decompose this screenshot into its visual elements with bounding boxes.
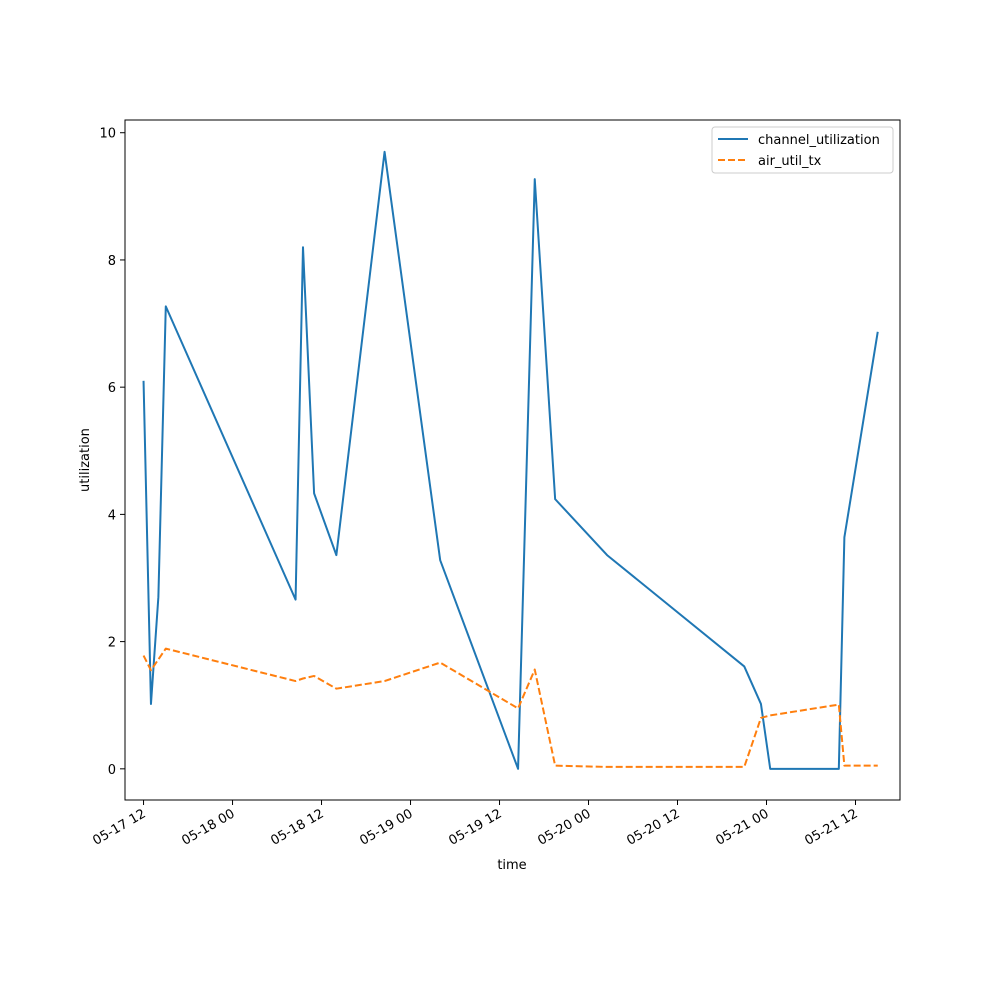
x-tick-label: 05-20 00	[535, 806, 593, 848]
legend-box	[711, 126, 894, 174]
series-line-air-util-tx	[142, 647, 878, 768]
x-tick-label: 05-17 12	[90, 806, 148, 848]
series-line-channel-utilization	[142, 150, 879, 770]
plot-frame	[124, 119, 901, 801]
y-axis: 0 2 4 6 8 10	[99, 127, 125, 778]
x-tick-label: 05-21 00	[713, 806, 771, 848]
x-axis: 05-17 12 05-18 00 05-18 12 05-19 00 05-19 12…	[90, 800, 861, 849]
legend-label-air-util-tx: air_util_tx	[758, 154, 822, 169]
x-tick-label: 05-20 12	[624, 806, 682, 848]
y-tick-label: 0	[108, 763, 116, 778]
x-tick-label: 05-18 12	[268, 806, 326, 848]
legend-label-channel-utilization: channel_utilization	[758, 133, 880, 148]
y-tick-label: 8	[108, 254, 116, 269]
y-tick-label: 4	[108, 508, 116, 523]
x-tick-label: 05-19 12	[446, 806, 504, 848]
x-tick-label: 05-19 00	[357, 806, 415, 848]
x-tick-label: 05-21 12	[802, 806, 860, 848]
plot-marks	[142, 150, 879, 770]
x-tick-label: 05-18 00	[179, 806, 237, 848]
legend: channel_utilization air_util_tx	[711, 126, 894, 174]
y-tick-label: 10	[99, 127, 116, 142]
y-axis-label: utilization	[78, 428, 93, 492]
y-tick-label: 6	[108, 381, 116, 396]
x-axis-label: time	[497, 858, 526, 873]
y-tick-label: 2	[108, 636, 116, 651]
